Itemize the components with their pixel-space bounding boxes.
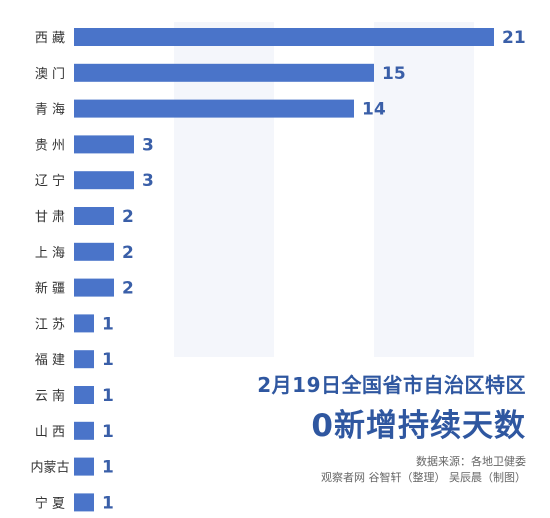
credit-line: 观察者网 谷智轩（整理） 吴辰晨（制图） [321,471,526,484]
bar [74,171,134,190]
category-label: 新 疆 [35,281,65,297]
category-label: 内蒙古 [30,460,69,476]
background-band [374,22,474,357]
bar [74,99,354,118]
bar [74,350,94,369]
category-label: 上 海 [35,246,65,261]
value-label: 3 [142,135,154,155]
value-label: 1 [102,493,114,513]
value-label: 1 [102,386,114,406]
title-block: 2月19日全国省市自治区特区 0新增持续天数 数据来源：各地卫健委 观察者网 谷… [106,372,526,486]
bar [74,242,114,261]
bar [74,493,94,512]
bar [74,457,94,476]
category-label: 西 藏 [35,31,65,46]
value-label: 15 [382,64,406,84]
category-label: 福 建 [35,353,65,368]
bar [74,421,94,440]
category-label: 澳 门 [35,66,65,82]
category-label: 云 南 [35,388,65,404]
bar [74,63,374,82]
category-labels-group: 西 藏澳 门青 海贵 州辽 宁甘 肃上 海新 疆江 苏福 建云 南山 西内蒙古宁… [30,31,69,511]
category-label: 宁 夏 [35,495,65,511]
bar [74,278,114,297]
category-label: 青 海 [35,103,65,118]
value-label: 2 [122,243,134,263]
category-label: 山 西 [35,425,65,440]
bar [74,28,494,46]
bar [74,135,134,154]
value-label: 1 [102,350,114,370]
category-label: 辽 宁 [35,173,65,189]
value-label: 21 [502,28,526,48]
category-label: 甘 肃 [35,210,65,225]
data-source: 数据来源：各地卫健委 [416,455,526,468]
value-label: 1 [102,314,114,334]
chart-title-line2: 0新增持续天数 [311,408,526,444]
bars-group [74,28,494,512]
category-label: 江 苏 [35,316,65,332]
value-label: 1 [102,458,114,478]
value-label: 2 [122,207,134,227]
value-label: 1 [102,422,114,442]
value-label: 3 [142,171,154,191]
category-label: 贵 州 [35,138,65,153]
value-label: 2 [122,279,134,299]
chart-title-line1: 2月19日全国省市自治区特区 [257,373,526,397]
bar [74,314,94,333]
bar [74,207,114,225]
value-label: 14 [362,100,386,120]
bar [74,386,94,404]
